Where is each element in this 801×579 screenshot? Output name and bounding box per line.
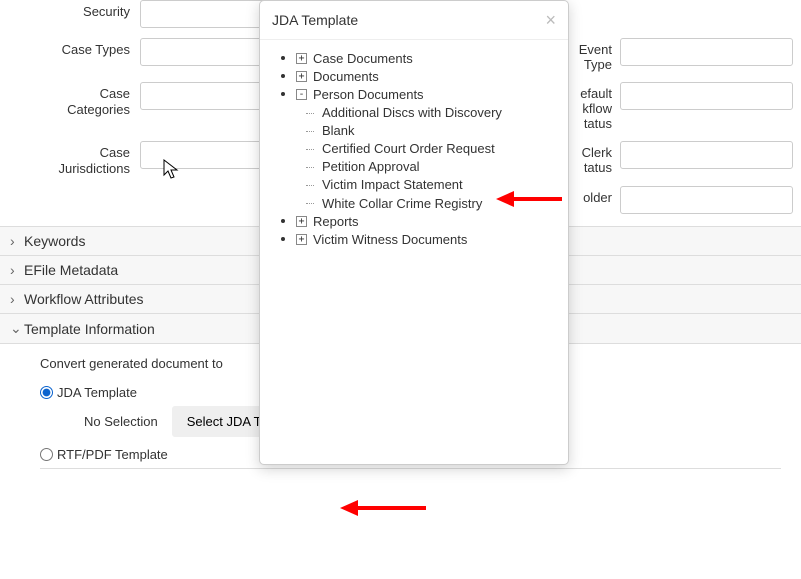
label-case-jurisdictions: Case Jurisdictions [0,141,140,176]
tree-node-victim-witness[interactable]: + Victim Witness Documents [296,231,560,247]
chevron-right-icon: › [10,233,24,249]
annotation-arrow-select-button [340,497,426,519]
event-type-input[interactable] [620,38,793,66]
label-case-categories: Case Categories [0,82,140,117]
tree-leaf-certified-order[interactable]: Certified Court Order Request [318,140,560,156]
tree-leaf-victim-impact[interactable]: Victim Impact Statement [318,176,560,192]
label-security: Security [0,0,140,19]
tree-node-label: Person Documents [313,87,424,102]
default-workflow-status-input[interactable] [620,82,793,110]
close-icon[interactable]: × [545,11,556,29]
divider [40,468,781,469]
template-tree: + Case Documents + Documents -Person Docum… [270,50,560,247]
dialog-title: JDA Template [272,12,358,28]
clerk-status-input[interactable] [620,141,793,169]
label-default-workflow-status: efault kflow tatus [560,82,620,131]
expand-icon[interactable]: + [296,71,307,82]
jda-template-radio[interactable] [40,386,53,399]
chevron-right-icon: › [10,262,24,278]
tree-node-case-documents[interactable]: + Case Documents [296,50,560,66]
expand-icon[interactable]: + [296,216,307,227]
folder-input[interactable] [620,186,793,214]
chevron-right-icon: › [10,291,24,307]
tree-leaf-additional-discs[interactable]: Additional Discs with Discovery [318,104,560,120]
tree-node-label: Reports [313,214,359,229]
tree-leaf-petition-approval[interactable]: Petition Approval [318,158,560,174]
expand-icon[interactable]: + [296,234,307,245]
no-selection-text: No Selection [84,414,158,429]
tree-node-person-documents[interactable]: -Person Documents Additional Discs with … [296,86,560,210]
expand-icon[interactable]: + [296,53,307,64]
label-folder: older [560,186,620,205]
label-case-types: Case Types [0,38,140,58]
tree-node-label: Documents [313,69,379,84]
tree-node-documents[interactable]: + Documents [296,68,560,84]
label-clerk-status: Clerk tatus [560,141,620,175]
page-root: Security Case Types Event Type Case Cate… [0,0,801,579]
accordion-label: Keywords [24,233,85,249]
person-documents-children: Additional Discs with Discovery Blank Ce… [296,104,560,210]
rtf-template-radio[interactable] [40,448,53,461]
tree-node-label: Case Documents [313,51,413,66]
accordion-label: Workflow Attributes [24,291,144,307]
tree-node-reports[interactable]: + Reports [296,213,560,229]
label-event-type: Event Type [560,38,620,72]
chevron-down-icon: ⌄ [10,320,24,337]
jda-template-dialog: JDA Template × + Case Documents + Document… [259,0,569,465]
tree-leaf-blank[interactable]: Blank [318,122,560,138]
dialog-body: + Case Documents + Documents -Person Docum… [260,40,568,257]
rtf-template-radio-label[interactable]: RTF/PDF Template [57,447,168,462]
collapse-icon[interactable]: - [296,89,307,100]
accordion-label: Template Information [24,321,155,337]
tree-node-label: Victim Witness Documents [313,232,467,247]
tree-leaf-white-collar[interactable]: White Collar Crime Registry [318,195,560,211]
dialog-header: JDA Template × [260,1,568,40]
accordion-label: EFile Metadata [24,262,118,278]
jda-template-radio-label[interactable]: JDA Template [57,385,137,400]
